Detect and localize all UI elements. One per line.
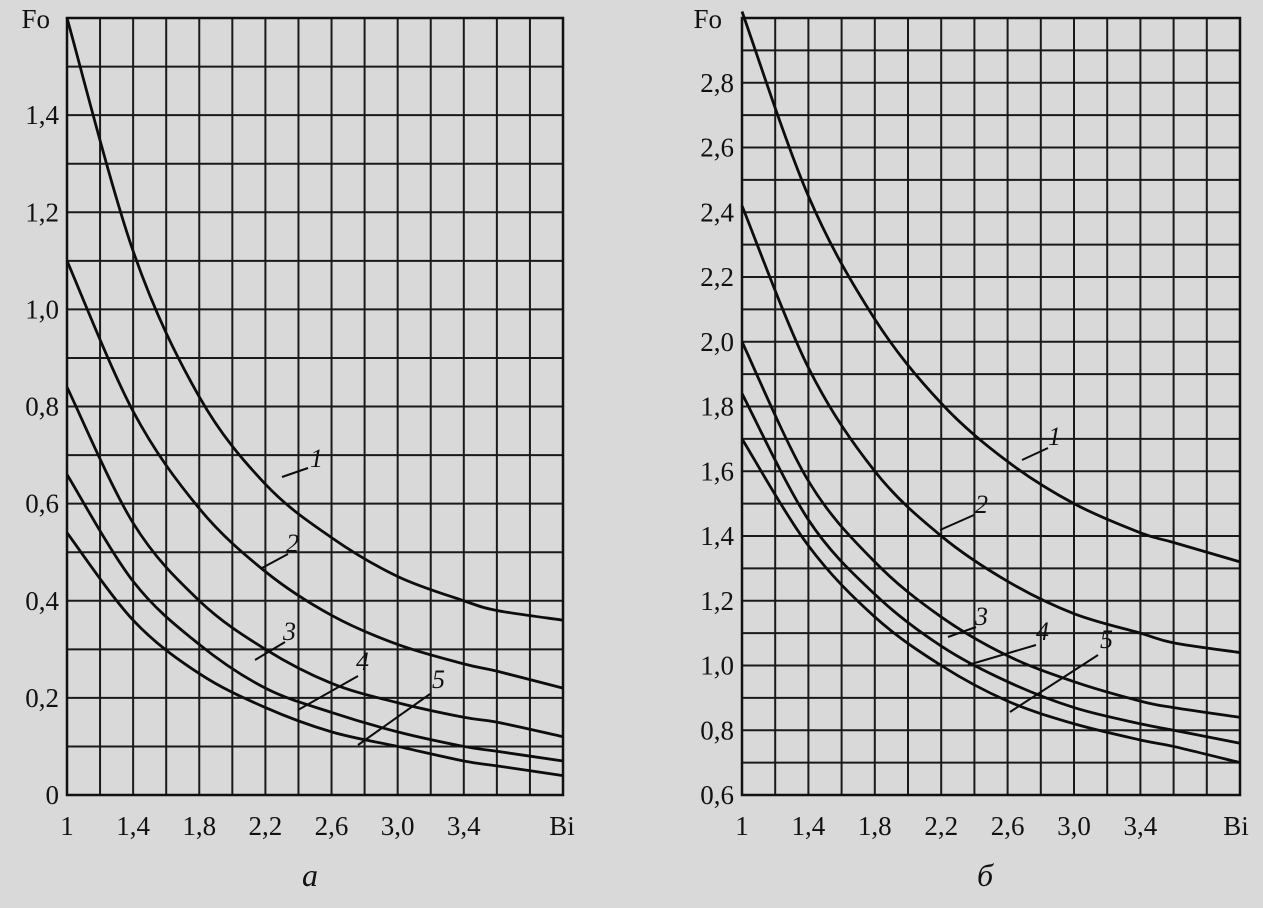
y-tick-label: 1,4 xyxy=(700,521,734,551)
series-leader-line xyxy=(261,553,289,569)
series-label-1: 1 xyxy=(310,444,323,473)
plot-frame xyxy=(65,16,565,797)
x-tick-label: 1,4 xyxy=(792,811,826,841)
y-tick-label: 0 xyxy=(46,780,60,810)
series-line-2 xyxy=(740,205,1241,654)
series-line-5 xyxy=(65,531,564,777)
series-label-2: 2 xyxy=(975,490,988,519)
x-tick-label: 1,8 xyxy=(182,811,216,841)
series-label-1: 1 xyxy=(1048,422,1061,451)
y-tick-label: 0,2 xyxy=(25,683,59,713)
series-leader-line xyxy=(1021,447,1049,461)
panel-label: б xyxy=(977,857,994,893)
y-tick-label: 0,6 xyxy=(700,780,734,810)
chart-panel-1: 0 0,2 0,4 0,6 0,8 1,0 1,2 1,4 1 1,4 1,8 2,2 2,6 3,0 3,… xyxy=(21,4,574,893)
y-tick-label: 1,2 xyxy=(25,197,59,227)
x-tick-label: 2,2 xyxy=(924,811,958,841)
y-tick-label: 2,0 xyxy=(700,327,734,357)
y-tick-label: 2,8 xyxy=(700,68,734,98)
y-axis-label: Fo xyxy=(693,4,722,34)
x-tick-label: 1 xyxy=(735,811,749,841)
series-label-2: 2 xyxy=(286,529,299,558)
x-tick-label: 3,4 xyxy=(447,811,481,841)
x-axis-label: Bi xyxy=(1223,811,1249,841)
chart-panel-2: 0,6 0,8 1,0 1,2 1,4 1,6 1,8 2,0 2,2 2,4 2,6 2,8 1 1,4… xyxy=(693,4,1248,893)
plot-frame xyxy=(740,16,1242,797)
x-tick-label: 2,6 xyxy=(315,811,349,841)
series-line-1 xyxy=(740,11,1241,564)
series-line-5 xyxy=(740,438,1241,764)
y-tick-label: 2,2 xyxy=(700,262,734,292)
series-label-4: 4 xyxy=(356,647,369,676)
series-leader-line xyxy=(967,644,1037,666)
series-leader-line xyxy=(297,675,359,711)
series-line-2 xyxy=(65,260,564,690)
y-tick-label: 1,0 xyxy=(25,294,59,324)
y-tick-label: 2,4 xyxy=(700,197,734,227)
series-line-3 xyxy=(65,386,564,739)
y-tick-label: 0,4 xyxy=(25,586,59,616)
series-label-4: 4 xyxy=(1036,617,1049,646)
series-leader-line xyxy=(357,693,431,746)
y-tick-label: 2,6 xyxy=(700,133,734,163)
y-tick-label: 0,8 xyxy=(25,392,59,422)
x-axis-label: Bi xyxy=(549,811,575,841)
series-leader-line xyxy=(1009,654,1099,713)
series-label-5: 5 xyxy=(1100,625,1113,654)
series-line-1 xyxy=(65,17,564,622)
x-tick-label: 3,0 xyxy=(1057,811,1091,841)
grid xyxy=(741,17,1241,796)
series-label-3: 3 xyxy=(282,617,296,646)
y-tick-label: 0,6 xyxy=(25,489,59,519)
y-tick-label: 1,8 xyxy=(700,392,734,422)
series-leader-line xyxy=(939,514,975,531)
x-tick-label: 3,4 xyxy=(1124,811,1158,841)
series-leader-line xyxy=(254,641,286,661)
series-label-5: 5 xyxy=(432,665,445,694)
series-leader-line xyxy=(281,467,309,478)
y-tick-label: 1,2 xyxy=(700,586,734,616)
x-tick-label: 1,4 xyxy=(116,811,150,841)
x-tick-label: 2,2 xyxy=(249,811,283,841)
y-tick-label: 1,6 xyxy=(700,456,734,486)
x-tick-label: 3,0 xyxy=(381,811,415,841)
y-tick-label: 1,0 xyxy=(700,651,734,681)
x-tick-label: 1 xyxy=(60,811,74,841)
y-tick-label: 1,4 xyxy=(25,100,59,130)
series-label-3: 3 xyxy=(974,602,988,631)
x-tick-label: 2,6 xyxy=(991,811,1025,841)
y-tick-label: 0,8 xyxy=(700,715,734,745)
series-line-3 xyxy=(740,341,1241,719)
series-line-4 xyxy=(65,473,564,763)
x-tick-label: 1,8 xyxy=(858,811,892,841)
grid xyxy=(66,17,564,796)
panel-label: а xyxy=(302,857,318,893)
series-line-4 xyxy=(740,392,1241,745)
y-axis-label: Fo xyxy=(21,4,50,34)
series-leader-line xyxy=(947,626,977,638)
